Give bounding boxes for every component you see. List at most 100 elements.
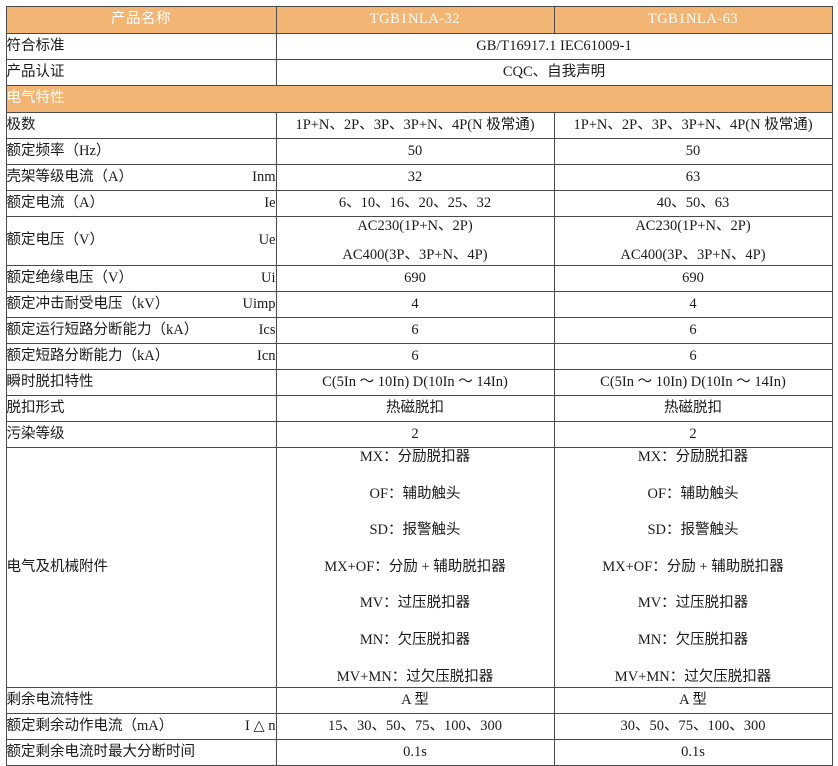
- row-value-merged: CQC、自我声明: [275, 59, 833, 86]
- row-value-col1: 1P+N、2P、3P、3P+N、4P(N 极常通): [275, 112, 555, 139]
- value-line: 6: [411, 321, 419, 338]
- header-label-cell: 产品名称: [5, 6, 277, 34]
- table-row: 剩余电流特性 A 型 A 型: [5, 687, 833, 715]
- header-col2-cell: TGB1NLA-63: [553, 6, 833, 34]
- row-label-inner: 额定冲击耐受电压（kV） Uimp: [7, 293, 276, 317]
- row-label-inner: 额定剩余动作电流（mA） I △ n: [7, 715, 276, 739]
- value-line: 6: [411, 347, 419, 364]
- row-value-col1: A 型: [275, 687, 555, 715]
- table-row: 额定电流（A） Ie 6、10、16、20、25、32 40、50、63: [5, 190, 833, 217]
- row-label-text: 瞬时脱扣特性: [6, 373, 94, 390]
- row-value-col2: AC230(1P+N、2P) AC400(3P、3P+N、4P): [553, 215, 833, 267]
- row-value-col1: 690: [275, 265, 555, 293]
- value-line: 1P+N、2P、3P、3P+N、4P(N 极常通): [573, 116, 813, 133]
- row-label-cell: 剩余电流特性: [5, 687, 277, 715]
- section-band-electrical: 电气特性: [5, 85, 833, 113]
- value-line: MN：欠压脱扣器: [359, 631, 471, 648]
- row-value-col2: 30、50、75、100、300: [553, 713, 833, 741]
- row-label-text: 符合标准: [6, 37, 65, 54]
- row-value-col2: 1P+N、2P、3P、3P+N、4P(N 极常通): [553, 112, 833, 139]
- row-label-symbol: Ie: [264, 194, 276, 211]
- value-line: 4: [689, 295, 697, 312]
- row-label-symbol: Ui: [261, 269, 276, 286]
- value-line: GB/T16917.1 IEC61009-1: [476, 37, 632, 54]
- row-label-text: 额定运行短路分断能力（kA）: [6, 321, 199, 338]
- value-line: 2: [411, 425, 419, 442]
- value-line: SD：报警触头: [647, 522, 739, 539]
- value-line: MX：分励脱扣器: [359, 449, 471, 466]
- value-line: AC400(3P、3P+N、4P): [342, 246, 488, 263]
- value-line: A 型: [401, 691, 429, 708]
- row-value-col2: 690: [553, 265, 833, 293]
- table-row: 额定剩余动作电流（mA） I △ n 15、30、50、75、100、300 30、5…: [5, 713, 833, 741]
- value-line: 6、10、16、20、25、32: [338, 194, 492, 211]
- row-value-col1: 2: [275, 421, 555, 449]
- row-label-inner: 额定运行短路分断能力（kA） Ics: [7, 319, 276, 343]
- table-row: 符合标准 GB/T16917.1 IEC61009-1: [5, 33, 833, 60]
- table-body: 产品名称 TGB1NLA-32 TGB1NLA-63 符合标准 GB/T16917.1 …: [5, 6, 833, 766]
- row-label-cell: 额定频率（Hz）: [5, 138, 277, 165]
- row-label-text: 极数: [6, 116, 36, 133]
- table-row: 电气及机械附件 MX：分励脱扣器 OF：辅助触头 SD：报警触头 MX+OF：分励 + …: [5, 447, 833, 689]
- row-label-cell: 符合标准: [5, 33, 277, 60]
- row-label-inner: 电气及机械附件: [7, 556, 276, 580]
- row-value-col1: 50: [275, 138, 555, 165]
- table-row: 产品认证 CQC、自我声明: [5, 59, 833, 86]
- row-label-cell: 瞬时脱扣特性: [5, 369, 277, 397]
- value-line: C(5In ～ 10In) D(10In ～ 14In): [600, 373, 786, 390]
- value-line: MX+OF：分励 + 辅助脱扣器: [324, 558, 506, 575]
- row-label-cell: 脱扣形式: [5, 395, 277, 423]
- row-label-text: 壳架等级电流（A）: [6, 168, 133, 185]
- row-value-col2: C(5In ～ 10In) D(10In ～ 14In): [553, 369, 833, 397]
- value-line: 6: [689, 321, 697, 338]
- value-line: 15、30、50、75、100、300: [328, 717, 502, 734]
- table-row: 额定剩余电流时最大分断时间 0.1s 0.1s: [5, 739, 833, 766]
- value-line: C(5In ～ 10In) D(10In ～ 14In): [322, 373, 508, 390]
- row-label-symbol: Icn: [256, 347, 276, 364]
- row-value-col1: 6、10、16、20、25、32: [275, 190, 555, 217]
- row-label-inner: 额定电压（V） Ue: [7, 229, 276, 253]
- row-label-text: 产品认证: [6, 63, 65, 80]
- value-line: 63: [685, 168, 701, 185]
- row-label-symbol: Uimp: [242, 295, 276, 312]
- value-line: AC400(3P、3P+N、4P): [620, 246, 766, 263]
- row-value-col1: 热磁脱扣: [275, 395, 555, 423]
- value-line: 0.1s: [681, 743, 705, 760]
- row-label-text: 剩余电流特性: [6, 691, 94, 708]
- table-row: 额定频率（Hz） 50 50: [5, 138, 833, 165]
- row-label-cell: 电气及机械附件: [5, 447, 277, 689]
- row-label-text: 额定电压（V）: [6, 232, 104, 249]
- product-spec-table: 产品名称 TGB1NLA-32 TGB1NLA-63 符合标准 GB/T16917.1 …: [5, 6, 833, 766]
- table-row: 额定冲击耐受电压（kV） Uimp 4 4: [5, 291, 833, 319]
- value-line: 690: [682, 269, 704, 286]
- row-value-col2: 50: [553, 138, 833, 165]
- row-label-cell: 产品认证: [5, 59, 277, 86]
- row-value-col2: 2: [553, 421, 833, 449]
- table-row: 脱扣形式 热磁脱扣 热磁脱扣: [5, 395, 833, 423]
- value-line: CQC、自我声明: [502, 63, 606, 80]
- row-value-col1: 0.1s: [275, 739, 555, 766]
- value-line: MX：分励脱扣器: [637, 449, 749, 466]
- row-label-text: 额定电流（A）: [6, 194, 104, 211]
- value-line: 40、50、63: [656, 194, 730, 211]
- value-line: 50: [685, 142, 701, 159]
- row-value-col2: 6: [553, 317, 833, 345]
- row-value-merged: GB/T16917.1 IEC61009-1: [275, 33, 833, 60]
- value-line: AC230(1P+N、2P): [635, 218, 751, 234]
- row-label-cell: 额定短路分断能力（kA） Icn: [5, 343, 277, 371]
- row-label-cell: 额定绝缘电压（V） Ui: [5, 265, 277, 293]
- section-band-label: 电气特性: [5, 85, 833, 113]
- value-line: SD：报警触头: [369, 522, 461, 539]
- row-label-cell: 额定电压（V） Ue: [5, 215, 277, 267]
- row-label-inner: 额定频率（Hz）: [7, 140, 276, 164]
- value-line: 30、50、75、100、300: [620, 717, 766, 734]
- value-line: A 型: [679, 691, 707, 708]
- value-line: 热磁脱扣: [664, 399, 722, 416]
- row-label-inner: 极数: [7, 114, 276, 138]
- row-label-cell: 额定冲击耐受电压（kV） Uimp: [5, 291, 277, 319]
- row-label-cell: 额定剩余电流时最大分断时间: [5, 739, 277, 766]
- value-line: 1P+N、2P、3P、3P+N、4P(N 极常通): [295, 116, 535, 133]
- value-line: 50: [407, 142, 423, 159]
- row-value-col2: 40、50、63: [553, 190, 833, 217]
- value-line: MV：过压脱扣器: [359, 595, 471, 612]
